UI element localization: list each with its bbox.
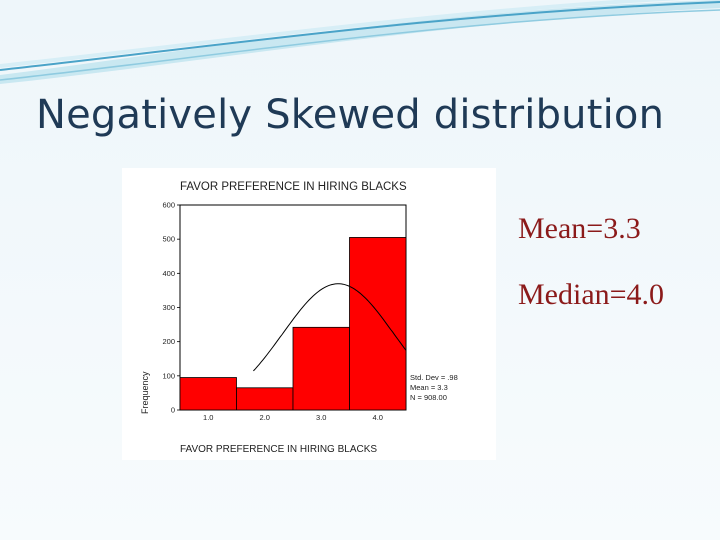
- y-tick-label: 400: [162, 269, 175, 278]
- y-tick-label: 600: [162, 201, 175, 210]
- x-axis-label: FAVOR PREFERENCE IN HIRING BLACKS: [180, 444, 377, 455]
- stat-line: Mean = 3.3: [410, 383, 448, 392]
- histogram-bar-4: [349, 237, 407, 411]
- histogram-svg: FAVOR PREFERENCE IN HIRING BLACKS 0 100 20…: [140, 181, 458, 455]
- y-tick-label: 200: [162, 337, 175, 346]
- x-tick-label: 1.0: [203, 413, 213, 422]
- x-tick-label: 2.0: [260, 413, 270, 422]
- histogram-bar-3: [292, 326, 350, 411]
- slide-title: Negatively Skewed distribution: [36, 92, 665, 138]
- y-tick-label: 100: [162, 371, 175, 380]
- y-tick-label: 500: [162, 235, 175, 244]
- histogram-chart: FAVOR PREFERENCE IN HIRING BLACKS 0 100 20…: [122, 168, 496, 460]
- stat-line: N = 908.00: [410, 393, 447, 402]
- y-axis-label: Frequency: [140, 371, 150, 414]
- y-tick-label: 300: [162, 303, 175, 312]
- x-tick-label: 4.0: [373, 413, 383, 422]
- header-swoosh-decoration: [0, 0, 720, 84]
- normal-curve-line: [253, 283, 407, 372]
- histogram-bar-1: [179, 377, 237, 411]
- histogram-bar-2: [236, 387, 294, 411]
- chart-title: FAVOR PREFERENCE IN HIRING BLACKS: [180, 181, 407, 193]
- mean-annotation: Mean=3.3: [518, 212, 641, 245]
- stat-line: Std. Dev = .98: [410, 373, 458, 382]
- y-tick-label: 0: [171, 406, 175, 415]
- x-tick-label: 3.0: [316, 413, 326, 422]
- median-annotation: Median=4.0: [518, 278, 665, 311]
